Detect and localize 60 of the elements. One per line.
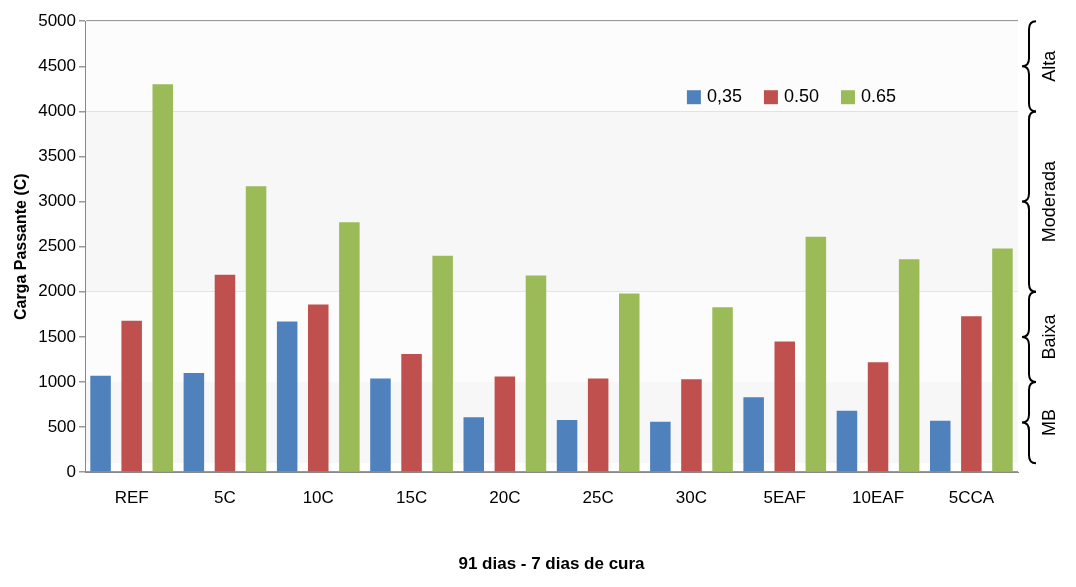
bar [929,420,951,472]
y-tick-label: 500 [47,416,77,436]
x-tick-label: 30C [675,488,708,508]
bar [121,320,142,472]
y-tick-label: 2500 [38,236,77,256]
bar [898,259,920,472]
y-tick-label: 0 [66,461,77,481]
bar [650,421,671,472]
y-tick-label: 3500 [38,146,77,166]
y-tick-label: 2000 [38,281,77,301]
band-label: Baixa [1038,313,1059,360]
bar [90,375,111,472]
legend-label: 0,35 [706,86,742,107]
bar [214,274,236,472]
x-tick-label: 25C [582,488,614,508]
y-tick-label: 3000 [38,191,77,211]
bar [681,379,702,472]
x-tick-label: 10C [302,488,334,508]
y-tick-label: 5000 [38,10,77,30]
x-tick-label: 5C [214,488,236,508]
bar [401,354,422,472]
bar [961,316,982,472]
band-label: Moderada [1038,160,1059,243]
bar [743,397,764,472]
bar [992,248,1013,472]
x-axis-title: 91 dias - 7 dias de cura [458,554,646,574]
band-label: Alta [1038,49,1059,82]
bar [152,84,174,472]
bar [463,417,485,472]
y-tick-label: 1500 [38,326,77,346]
x-tick-label: 20C [489,488,521,508]
bar [867,362,889,472]
bar [805,236,827,472]
y-tick-label: 4500 [38,55,77,75]
x-tick-label: 10EAF [852,488,905,508]
bar [183,372,205,472]
band-label: MB [1038,409,1059,437]
x-tick-label: REF [114,488,149,508]
y-tick-label: 1000 [38,371,77,391]
bar [774,341,796,472]
bar [370,378,391,472]
bar [276,321,298,472]
legend-label: 0.65 [860,86,897,107]
bar [712,307,733,472]
bar [836,410,858,472]
legend-label: 0.50 [783,86,819,107]
bar [587,378,609,472]
bar [432,255,453,472]
bar [339,222,360,472]
bar [556,419,578,472]
y-tick-label: 4000 [38,101,77,121]
x-tick-label: 5EAF [763,488,807,508]
bar [245,186,267,472]
bar [525,275,547,472]
bar [619,293,640,472]
bar [494,376,516,472]
y-axis-title: Carga Passante (C) [12,173,30,321]
x-tick-label: 5CCA [948,488,995,508]
bar [308,304,329,472]
x-tick-label: 15C [395,488,428,508]
